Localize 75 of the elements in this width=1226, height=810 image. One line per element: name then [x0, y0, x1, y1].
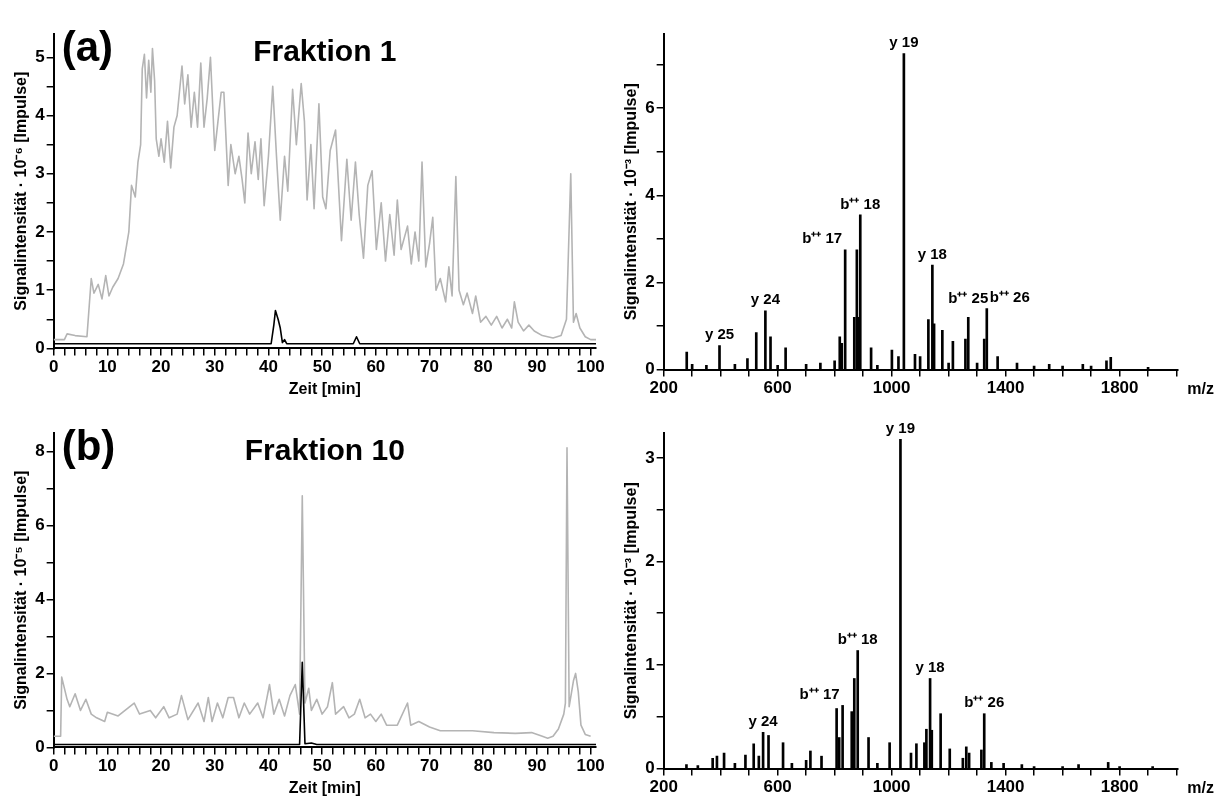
annotation: b⁺⁺ 26: [964, 693, 1005, 711]
annotation: b⁺⁺ 17: [802, 229, 843, 247]
x-tick-label: 30: [205, 756, 225, 776]
annotation: b⁺⁺ 18: [840, 194, 881, 212]
y-axis-title: Signalintensität · 10⁻³ [Impulse]: [622, 83, 640, 321]
annotation: b⁺⁺ 25: [948, 288, 989, 306]
annotation: y 24: [750, 290, 781, 308]
x-tick-label: 200: [649, 777, 678, 797]
annotation: b⁺⁺ 26: [989, 288, 1030, 306]
x-tick-label: 90: [527, 756, 547, 776]
y-tick-label: 2: [645, 551, 655, 571]
x-tick-label: 60: [366, 357, 386, 377]
x-tick-label: 1400: [986, 777, 1025, 797]
y-tick-label: 3: [645, 447, 655, 467]
y-tick-label: 6: [645, 97, 655, 117]
x-tick-label: 20: [151, 357, 171, 377]
x-axis-title: Zeit [min]: [288, 778, 361, 796]
annotation: (b): [61, 421, 116, 469]
x-tick-label: 70: [420, 756, 439, 776]
x-tick-label: 50: [312, 357, 332, 377]
y-tick-label: 2: [645, 272, 655, 292]
annotation: y 19: [885, 418, 916, 436]
annotation: y 19: [889, 33, 919, 51]
x-tick-label: 40: [258, 357, 278, 377]
x-tick-label: 70: [420, 357, 439, 377]
x-tick-label: 30: [205, 357, 225, 377]
x-tick-label: 1800: [1100, 378, 1139, 398]
y-tick-label: 1: [35, 279, 45, 299]
y-axis-title: Signalintensität · 10⁻⁵ [Impulse]: [12, 470, 30, 710]
x-tick-label: 40: [258, 756, 278, 776]
y-axis-title: Signalintensität · 10⁻³ [Impulse]: [622, 482, 640, 720]
x-tick-label: 1800: [1100, 777, 1139, 797]
annotation: (a): [61, 22, 113, 70]
x-tick-label: 80: [473, 357, 493, 377]
y-tick-label: 1: [645, 654, 655, 674]
x-axis-title: Zeit [min]: [288, 379, 361, 397]
x-tick-label: 100: [576, 357, 605, 377]
chart-title: Fraktion 1: [253, 34, 397, 68]
chart-title: Fraktion 10: [244, 433, 405, 467]
annotation: b⁺⁺ 17: [799, 685, 840, 703]
x-tick-label: 10: [97, 756, 117, 776]
x-axis-title: m/z: [1187, 380, 1214, 398]
x-axis-title: m/z: [1187, 779, 1214, 797]
y-tick-label: 5: [35, 46, 45, 66]
y-tick-label: 0: [35, 737, 45, 757]
y-axis-title: Signalintensität · 10⁻⁶ [Impulse]: [12, 71, 30, 311]
x-tick-label: 1000: [872, 378, 911, 398]
annotation: y 18: [915, 658, 945, 676]
x-tick-label: 100: [576, 756, 605, 776]
x-tick-label: 600: [763, 777, 792, 797]
x-tick-label: 50: [312, 756, 332, 776]
y-tick-label: 8: [35, 441, 45, 461]
x-tick-label: 20: [151, 756, 171, 776]
y-tick-label: 4: [35, 105, 46, 125]
x-tick-label: 60: [366, 756, 386, 776]
x-tick-label: 200: [649, 378, 678, 398]
y-tick-label: 4: [35, 589, 46, 609]
x-tick-label: 600: [763, 378, 792, 398]
annotation: y 24: [748, 711, 779, 729]
annotation: y 18: [917, 244, 947, 262]
annotation: y 25: [704, 325, 735, 343]
y-tick-label: 0: [35, 338, 45, 358]
y-tick-label: 3: [35, 163, 45, 183]
x-tick-label: 1400: [986, 378, 1025, 398]
x-tick-label: 90: [527, 357, 547, 377]
y-tick-label: 6: [35, 515, 45, 535]
y-tick-label: 2: [35, 221, 45, 241]
x-tick-label: 0: [48, 357, 59, 377]
x-tick-label: 10: [97, 357, 117, 377]
y-tick-label: 2: [35, 663, 45, 683]
x-tick-label: 0: [48, 756, 59, 776]
y-tick-label: 4: [645, 184, 656, 204]
x-tick-label: 1000: [872, 777, 911, 797]
x-tick-label: 80: [473, 756, 493, 776]
annotation: b⁺⁺ 18: [837, 630, 878, 648]
